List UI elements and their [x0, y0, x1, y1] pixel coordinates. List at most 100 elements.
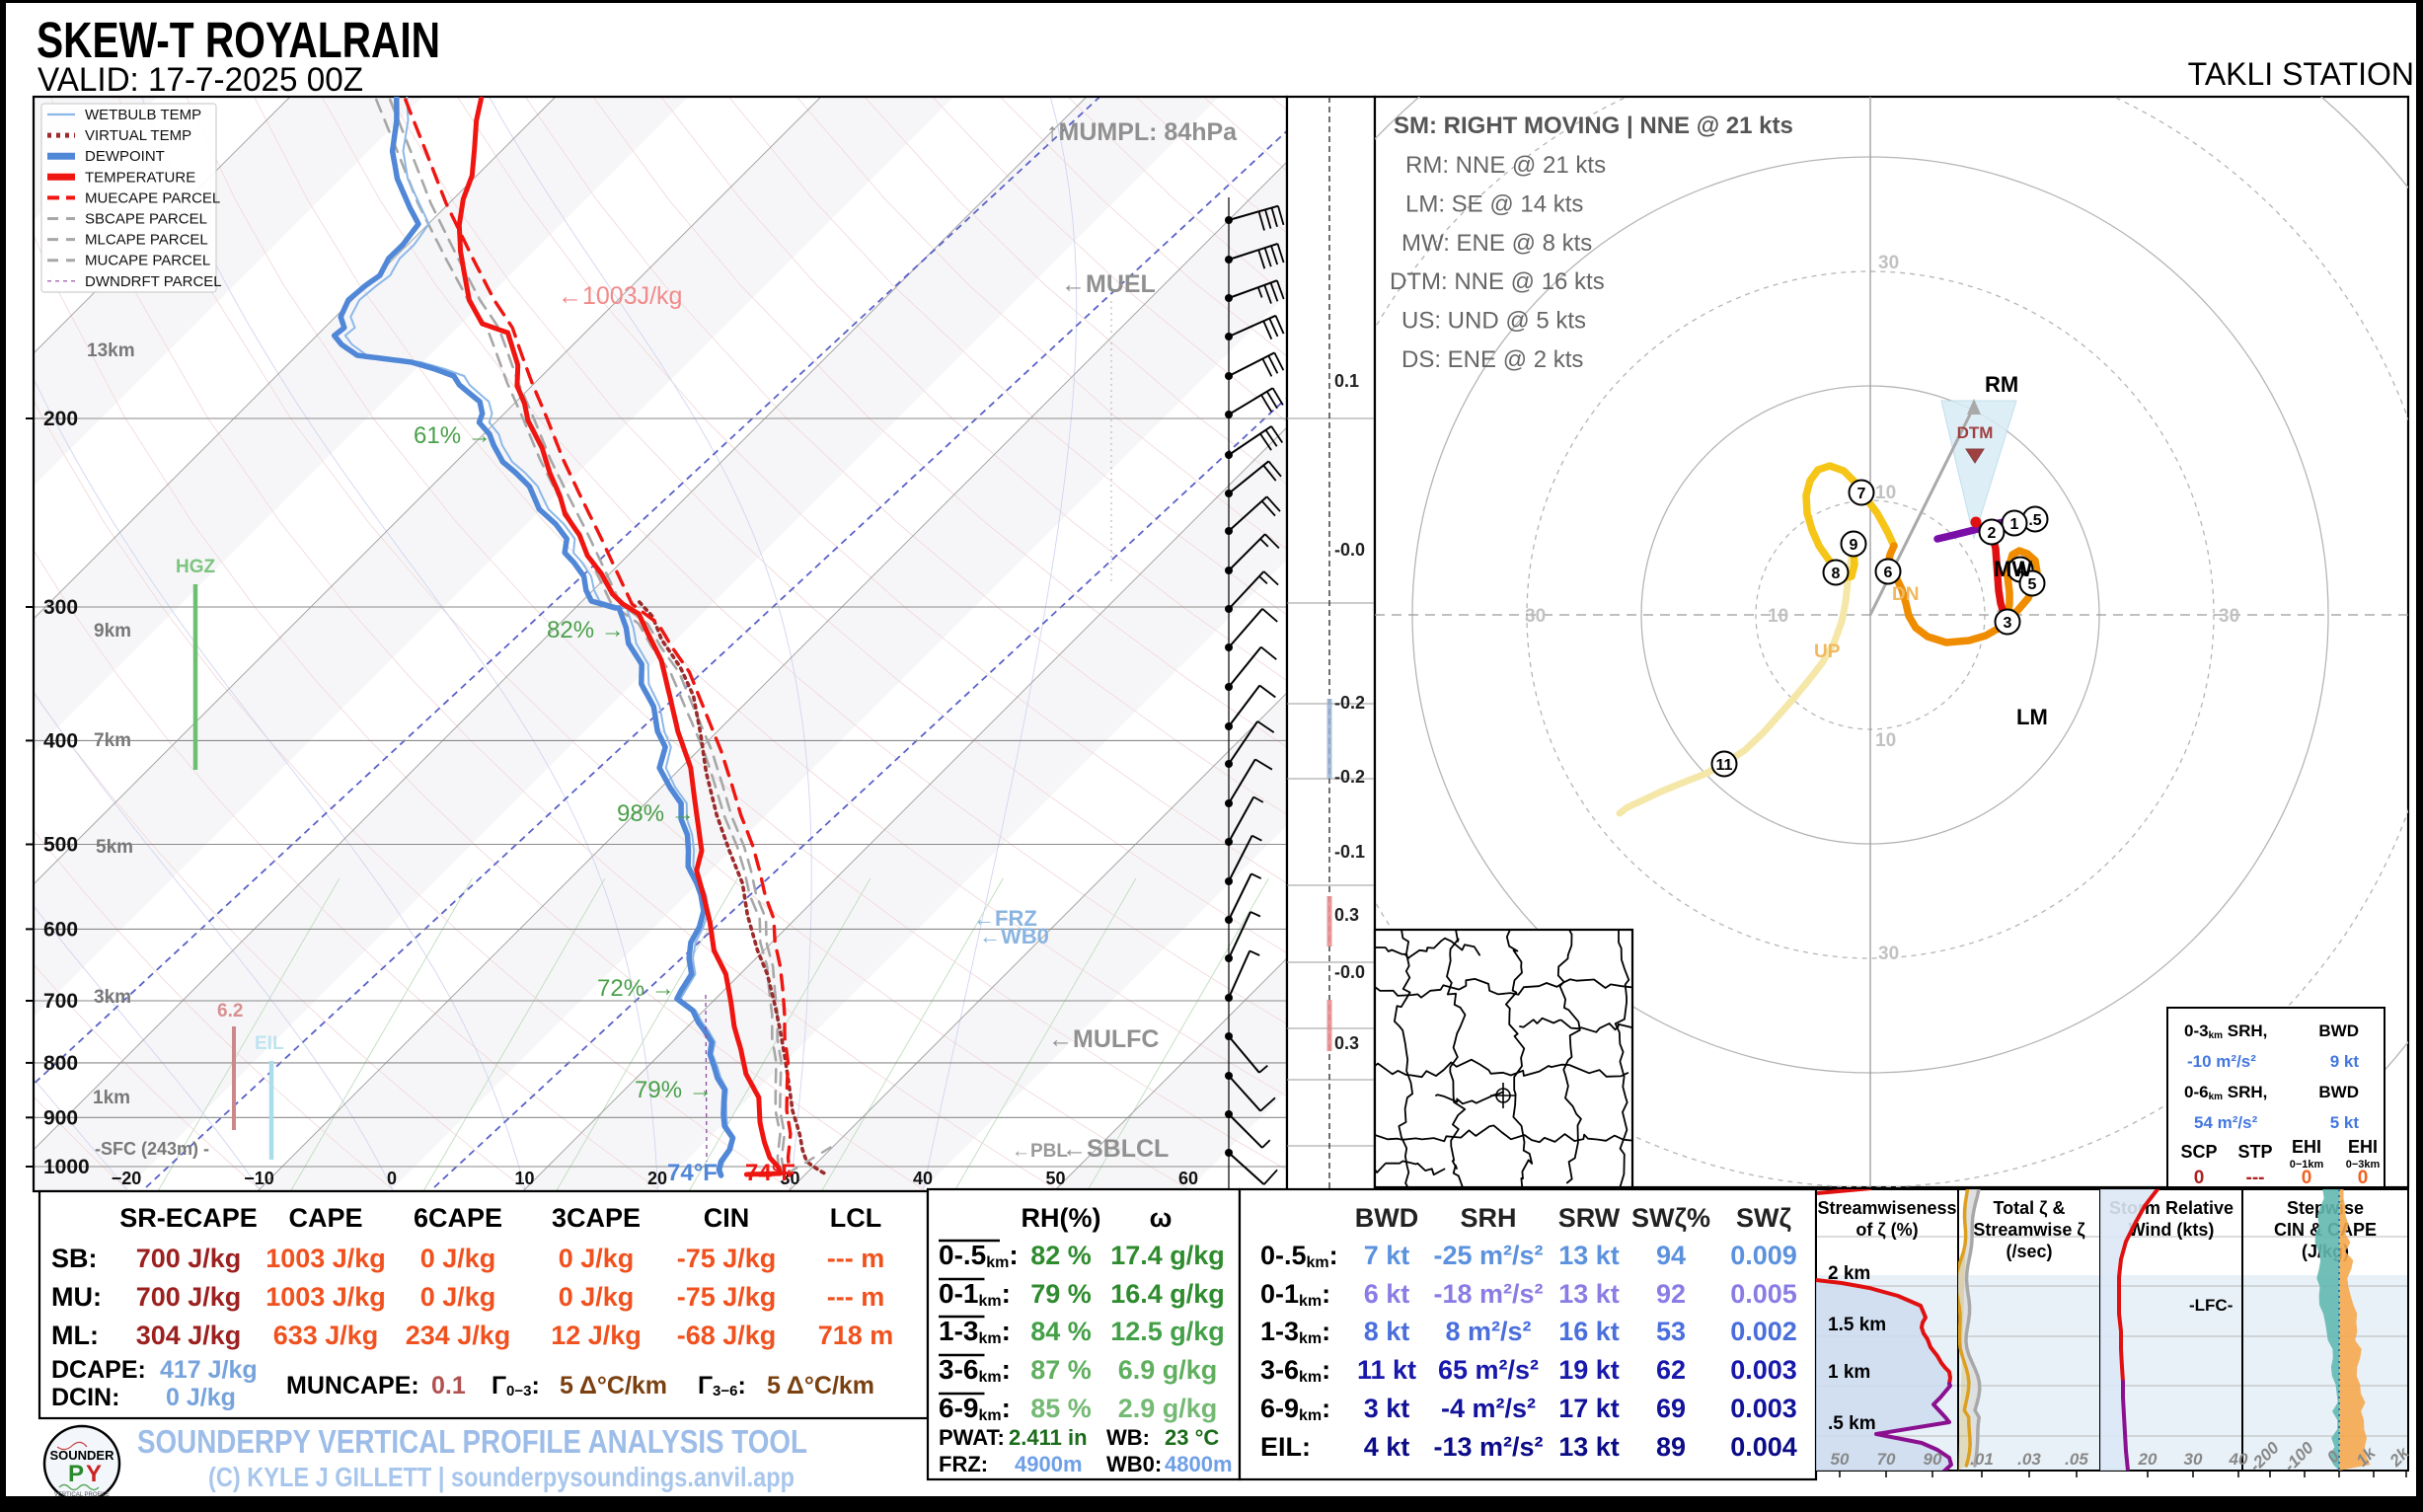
svg-text:STP: STP	[2237, 1142, 2272, 1162]
svg-text:6.2: 6.2	[217, 1001, 243, 1021]
svg-text:DCAPE:: DCAPE:	[51, 1356, 146, 1384]
svg-text:3CAPE: 3CAPE	[552, 1203, 641, 1233]
svg-text:TAKLI STATION: TAKLI STATION	[2188, 56, 2414, 92]
svg-text:MW: ENE @ 8 kts: MW: ENE @ 8 kts	[1401, 230, 1592, 257]
svg-text:30: 30	[1525, 606, 1546, 627]
svg-text:0.005: 0.005	[1730, 1279, 1797, 1309]
svg-text:SRH: SRH	[1460, 1203, 1516, 1233]
svg-text:92: 92	[1656, 1279, 1686, 1309]
svg-text:1003 J/kg: 1003 J/kg	[265, 1244, 386, 1273]
svg-text:←1003J/kg: ←1003J/kg	[558, 282, 682, 310]
svg-text:MU:: MU:	[51, 1282, 102, 1312]
svg-text:WB:: WB:	[1106, 1425, 1150, 1450]
svg-text:74°F: 74°F	[667, 1160, 718, 1186]
svg-text:300: 300	[43, 596, 78, 619]
svg-text:←MUEL: ←MUEL	[1061, 270, 1156, 298]
svg-text:30: 30	[1878, 944, 1899, 964]
svg-text:40: 40	[2229, 1450, 2248, 1469]
svg-text:BWD: BWD	[2318, 1021, 2359, 1040]
svg-text:10: 10	[1875, 483, 1896, 503]
svg-text:16 kt: 16 kt	[1558, 1317, 1620, 1346]
svg-text:-75 J/kg: -75 J/kg	[677, 1282, 777, 1312]
svg-text:61% →: 61% →	[414, 422, 492, 449]
svg-text:500: 500	[43, 834, 78, 857]
svg-text:1km: 1km	[93, 1088, 130, 1108]
svg-text:5 kt: 5 kt	[2330, 1113, 2360, 1132]
svg-text:MUNCAPE:: MUNCAPE:	[286, 1372, 419, 1399]
svg-text:89: 89	[1656, 1432, 1686, 1462]
svg-text:SWζ%: SWζ%	[1631, 1203, 1710, 1233]
svg-text:Wind (kts): Wind (kts)	[2129, 1220, 2215, 1240]
svg-text:MLCAPE PARCEL: MLCAPE PARCEL	[85, 232, 208, 249]
svg-text:−10: −10	[244, 1169, 274, 1188]
svg-text:-0.2: -0.2	[1334, 767, 1365, 787]
svg-text:BWD: BWD	[2318, 1083, 2359, 1101]
svg-text:30: 30	[2219, 606, 2239, 627]
svg-text:SKEW-T ROYALRAIN: SKEW-T ROYALRAIN	[37, 12, 440, 68]
svg-text:16.4 g/kg: 16.4 g/kg	[1110, 1279, 1225, 1309]
svg-text:0 J/kg: 0 J/kg	[559, 1282, 635, 1312]
svg-text:6-9km:: 6-9km:	[939, 1393, 1011, 1424]
svg-text:VERTICAL PROFILE: VERTICAL PROFILE	[54, 1492, 110, 1498]
svg-text:2.411 in: 2.411 in	[1009, 1425, 1088, 1450]
svg-text:84 %: 84 %	[1030, 1317, 1092, 1346]
svg-text:0.1: 0.1	[431, 1372, 466, 1399]
svg-text:MUCAPE PARCEL: MUCAPE PARCEL	[85, 253, 210, 269]
svg-text:VIRTUAL TEMP: VIRTUAL TEMP	[85, 127, 191, 144]
svg-text:8 m²/s²: 8 m²/s²	[1445, 1317, 1531, 1346]
svg-text:4: 4	[2016, 563, 2025, 579]
svg-text:234 J/kg: 234 J/kg	[406, 1321, 511, 1350]
svg-text:UP: UP	[1814, 642, 1841, 662]
svg-text:(/sec): (/sec)	[2006, 1242, 2052, 1261]
svg-text:65 m²/s²: 65 m²/s²	[1438, 1355, 1539, 1385]
svg-text:VALID: 17-7-2025 00Z: VALID: 17-7-2025 00Z	[38, 61, 363, 99]
svg-text:13 kt: 13 kt	[1558, 1279, 1620, 1309]
svg-text:---: ---	[2246, 1168, 2265, 1188]
svg-text:0 J/kg: 0 J/kg	[559, 1244, 635, 1273]
svg-text:0.003: 0.003	[1730, 1394, 1797, 1423]
svg-text:0: 0	[2358, 1168, 2369, 1188]
svg-text:0 J/kg: 0 J/kg	[420, 1244, 496, 1273]
svg-text:2.9 g/kg: 2.9 g/kg	[1118, 1394, 1218, 1423]
svg-text:RM: RM	[1985, 372, 2018, 397]
svg-text:MW: MW	[1994, 557, 2032, 581]
svg-text:DTM: NNE @ 16 kts: DTM: NNE @ 16 kts	[1390, 268, 1605, 295]
svg-text:7: 7	[1857, 486, 1866, 502]
svg-text:2 km: 2 km	[1828, 1263, 1870, 1284]
svg-text:(C) KYLE J GILLETT | sounderpy: (C) KYLE J GILLETT | sounderpysoundings.…	[208, 1462, 795, 1492]
svg-text:13 kt: 13 kt	[1558, 1432, 1620, 1462]
svg-text:PWAT:: PWAT:	[939, 1425, 1005, 1450]
svg-text:20: 20	[2138, 1450, 2158, 1469]
svg-text:-0.0: -0.0	[1334, 962, 1365, 982]
svg-text:TEMPERATURE: TEMPERATURE	[85, 169, 195, 186]
svg-text:6 kt: 6 kt	[1364, 1279, 1410, 1309]
svg-text:50: 50	[1831, 1450, 1850, 1469]
svg-text:600: 600	[43, 918, 78, 941]
svg-text:0.3: 0.3	[1334, 905, 1359, 925]
svg-text:Total ζ &: Total ζ &	[1994, 1198, 2066, 1219]
svg-text:6: 6	[1884, 565, 1893, 581]
svg-text:EHI: EHI	[2348, 1137, 2378, 1157]
svg-text:79 %: 79 %	[1030, 1279, 1092, 1309]
svg-text:SBCAPE PARCEL: SBCAPE PARCEL	[85, 211, 207, 228]
svg-text:SR-ECAPE: SR-ECAPE	[119, 1203, 258, 1233]
svg-text:0.009: 0.009	[1730, 1241, 1797, 1270]
svg-text:DS: ENE @ 2 kts: DS: ENE @ 2 kts	[1401, 346, 1583, 373]
svg-text:30: 30	[2184, 1450, 2203, 1469]
svg-text:5 Δ°C/km: 5 Δ°C/km	[767, 1372, 874, 1399]
svg-text:EIL: EIL	[255, 1033, 284, 1054]
svg-text:0−3km: 0−3km	[2346, 1159, 2381, 1171]
svg-text:CAPE: CAPE	[288, 1203, 362, 1233]
svg-text:.05: .05	[2065, 1450, 2088, 1469]
svg-text:SOUNDER: SOUNDER	[49, 1448, 114, 1463]
svg-text:72% →: 72% →	[597, 975, 675, 1002]
svg-text:0: 0	[387, 1169, 397, 1188]
svg-text:4 kt: 4 kt	[1364, 1432, 1410, 1462]
svg-text:-4 m²/s²: -4 m²/s²	[1441, 1394, 1536, 1423]
svg-text:200: 200	[43, 408, 78, 430]
svg-text:60: 60	[1178, 1169, 1198, 1188]
svg-text:5 Δ°C/km: 5 Δ°C/km	[560, 1372, 667, 1399]
svg-text:WETBULB TEMP: WETBULB TEMP	[85, 107, 201, 123]
svg-text:SRW: SRW	[1558, 1203, 1621, 1233]
svg-text:of ζ (%): of ζ (%)	[1855, 1220, 1918, 1241]
